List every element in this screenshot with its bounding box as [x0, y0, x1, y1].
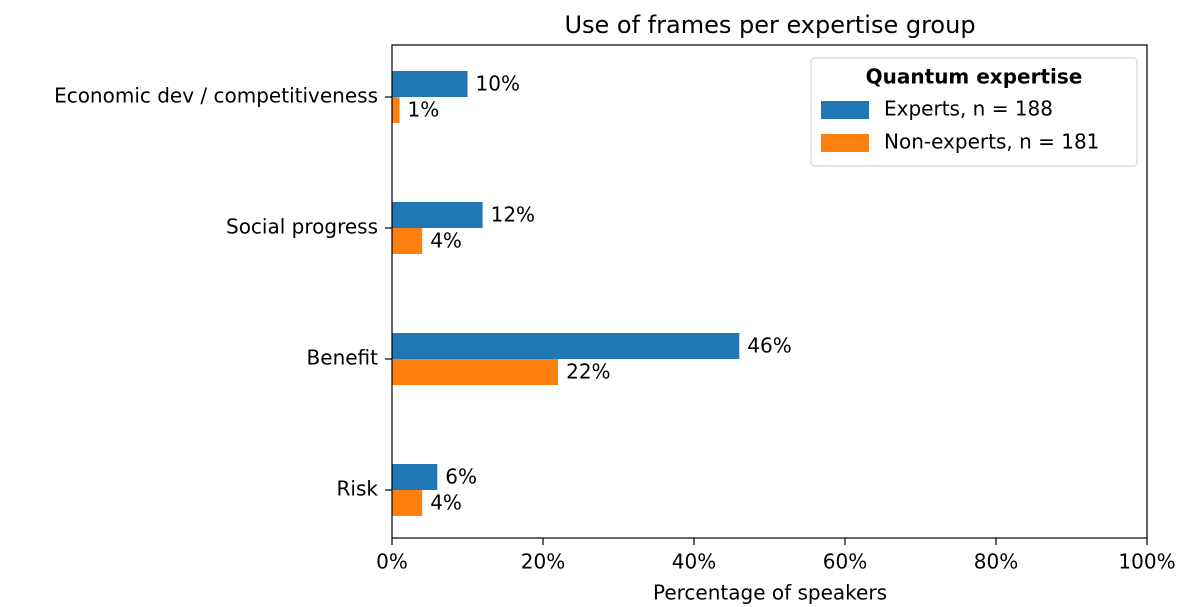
x-tick-label: 0%	[376, 550, 408, 574]
x-tick-label: 80%	[974, 550, 1018, 574]
x-tick-label: 40%	[672, 550, 716, 574]
x-axis-label: Percentage of speakers	[653, 581, 887, 605]
value-label: 46%	[747, 334, 791, 358]
legend-swatch	[821, 134, 869, 152]
bar	[392, 202, 483, 228]
legend-label: Experts, n = 188	[884, 97, 1053, 121]
value-label: 1%	[408, 98, 440, 122]
legend-swatch	[821, 101, 869, 119]
y-tick-label: Social progress	[226, 215, 378, 239]
value-label: 12%	[491, 203, 535, 227]
x-tick-label: 20%	[521, 550, 565, 574]
legend-box	[810, 57, 1138, 167]
x-tick-label: 100%	[1118, 550, 1175, 574]
value-label: 4%	[430, 491, 462, 515]
bar	[392, 97, 400, 123]
y-tick-label: Economic dev / competitiveness	[54, 84, 378, 108]
value-label: 22%	[566, 360, 610, 384]
y-tick-label: Benefit	[307, 346, 379, 370]
bar	[392, 490, 423, 516]
value-label: 6%	[445, 465, 477, 489]
chart-title: Use of frames per expertise group	[564, 11, 975, 39]
bar	[392, 333, 740, 359]
bar	[392, 71, 468, 97]
x-tick-label: 60%	[823, 550, 867, 574]
plot-frame	[391, 44, 1148, 539]
value-label: 10%	[476, 72, 520, 96]
bar	[392, 359, 559, 385]
legend-label: Non-experts, n = 181	[884, 130, 1099, 154]
bar	[392, 228, 423, 254]
y-tick-label: Risk	[337, 477, 379, 501]
legend-title: Quantum expertise	[866, 65, 1083, 89]
value-label: 4%	[430, 229, 462, 253]
bar	[392, 464, 438, 490]
